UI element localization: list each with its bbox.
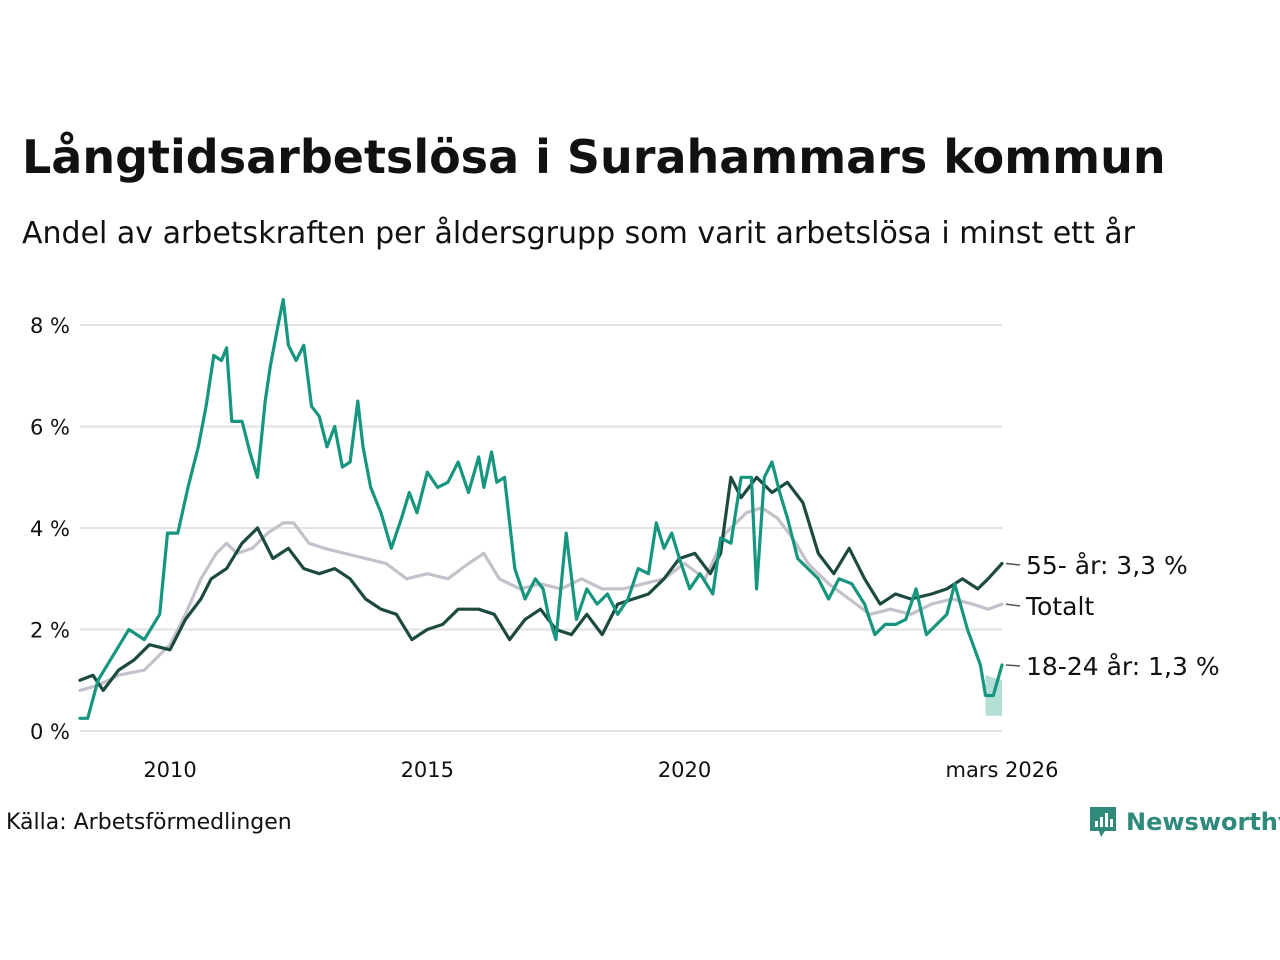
x-tick-label: 2010 xyxy=(143,758,196,782)
page-subtitle: Andel av arbetskraften per åldersgrupp s… xyxy=(22,216,1135,251)
x-tick-label: mars 2026 xyxy=(945,758,1058,782)
brand-name: Newsworthy xyxy=(1126,808,1280,836)
y-tick-label: 4 % xyxy=(30,517,70,541)
x-tick-label: 2015 xyxy=(401,758,454,782)
series-end-label-totalt: Totalt xyxy=(1025,592,1094,621)
newsworthy-logo-icon xyxy=(1090,807,1116,837)
series-layer xyxy=(78,298,1004,720)
page-title: Långtidsarbetslösa i Surahammars kommun xyxy=(22,130,1166,184)
series-line-totalt xyxy=(78,506,1004,692)
y-tick-label: 0 % xyxy=(30,720,70,744)
label-leader-18-24-r xyxy=(1005,664,1021,667)
label-leader-totalt xyxy=(1005,603,1021,607)
y-tick-label: 6 % xyxy=(30,416,70,440)
x-tick-label: 2020 xyxy=(658,758,711,782)
label-leader-55-r xyxy=(1005,562,1021,566)
source-note: Källa: Arbetsförmedlingen xyxy=(6,810,292,835)
series-end-label-55-r: 55- år: 3,3 % xyxy=(1026,551,1188,580)
series-line-18-24-r xyxy=(78,298,1004,720)
y-tick-label: 2 % xyxy=(30,619,70,643)
brand-logo: Newsworthy xyxy=(1088,804,1280,840)
axis-labels-layer: 0 % 2 % 4 % 6 % 8 % 2010 2015 2020 mars 2026 xyxy=(30,314,1059,782)
series-end-label-18-24-r: 18-24 år: 1,3 % xyxy=(1026,652,1220,681)
y-tick-label: 8 % xyxy=(30,314,70,338)
grid-layer xyxy=(80,324,1002,732)
end-labels-layer: Totalt 55- år: 3,3 % 18-24 år: 1,3 % xyxy=(1005,551,1220,681)
